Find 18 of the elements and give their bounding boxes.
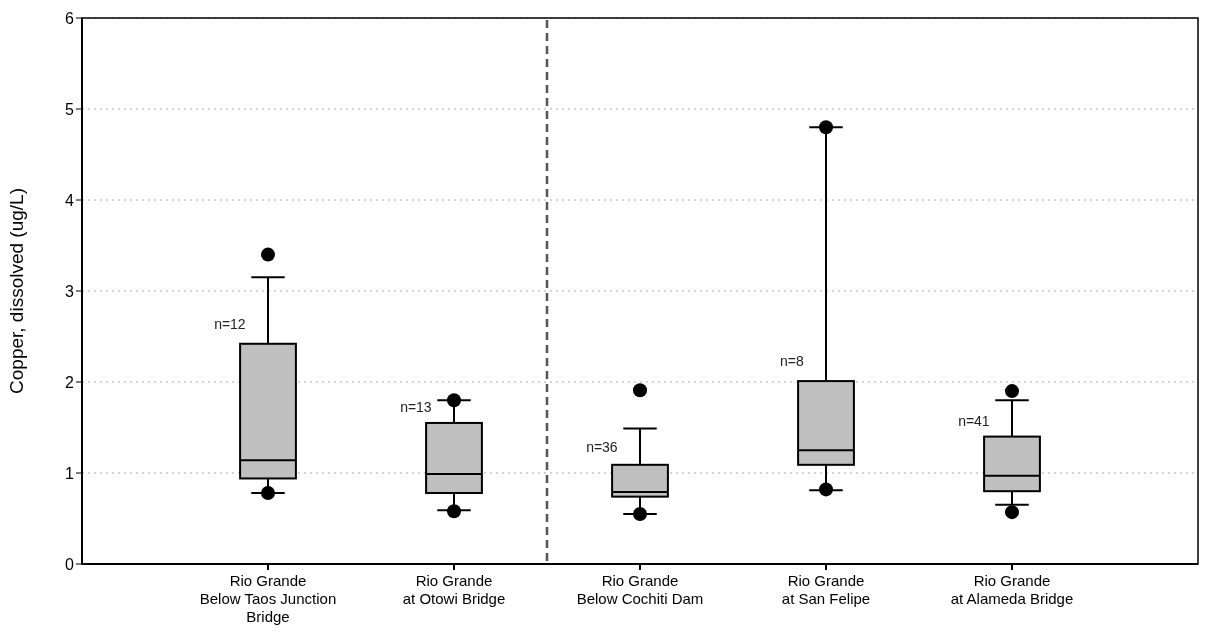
x-tick-label: Rio Grande at Alameda Bridge <box>950 572 1074 607</box>
x-tick-label: Rio Grande Below Cochiti Dam <box>576 572 704 607</box>
y-tick-label: 0 <box>65 555 75 573</box>
y-tick-label: 3 <box>65 282 75 300</box>
annotation: n=13 <box>400 399 432 416</box>
y-tick-label: 4 <box>65 191 75 209</box>
y-tick-label: 5 <box>65 100 75 118</box>
annotation: n=36 <box>586 439 618 456</box>
x-tick-label: Rio Grande at San Felipe <box>781 572 871 607</box>
y-tick-label: 6 <box>65 9 75 27</box>
annotation: n=41 <box>958 412 990 429</box>
x-tick-label: Rio Grande Below Taos Junction Bridge <box>199 572 337 625</box>
annotation: n=8 <box>779 352 804 369</box>
y-tick-label: 2 <box>65 373 75 391</box>
annotation: n=12 <box>214 316 246 333</box>
x-tick-label: Rio Grande at Otowi Bridge <box>402 572 506 607</box>
y-axis-title: Copper, dissolved (ug/L) <box>5 188 27 394</box>
y-tick-label: 1 <box>65 464 75 482</box>
